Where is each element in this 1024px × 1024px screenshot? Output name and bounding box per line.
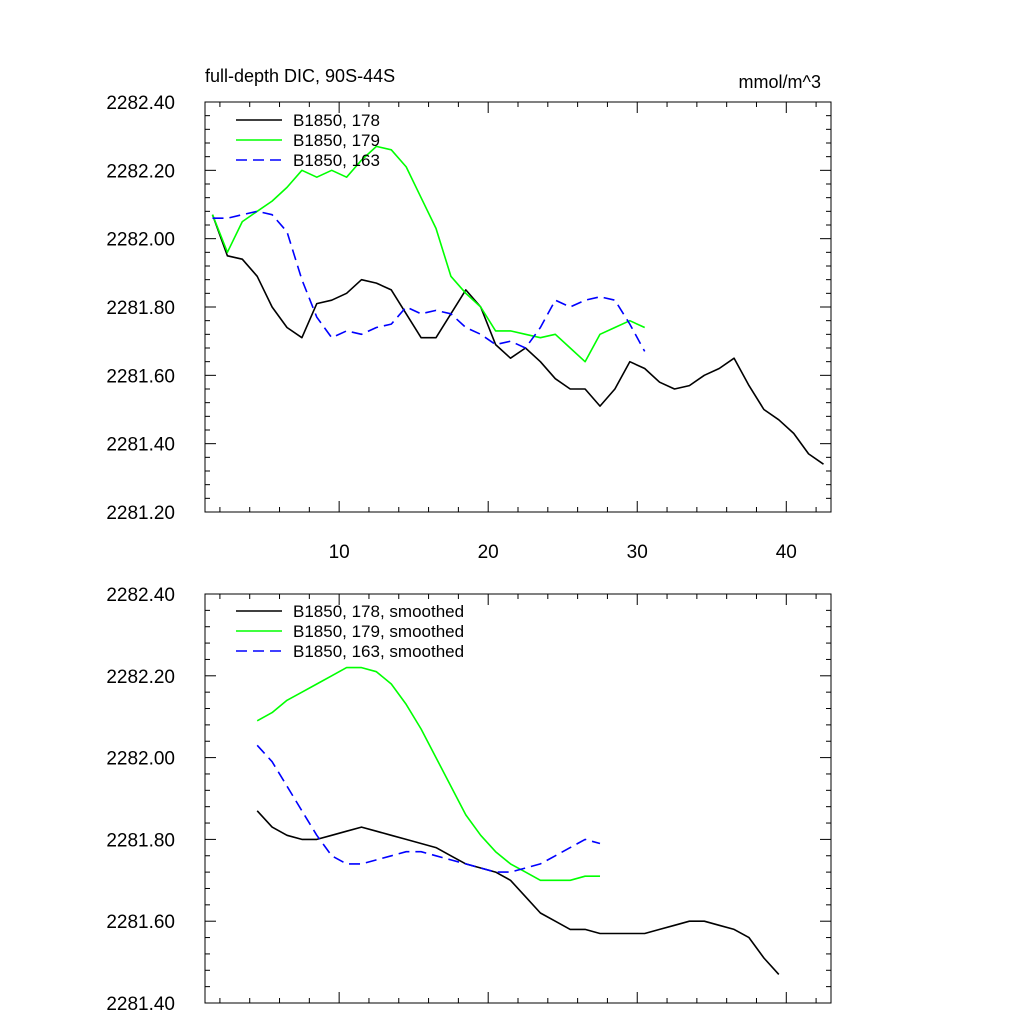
x-tick-label: 40 [776,542,797,563]
series-line-2 [212,210,646,352]
y-tick-label: 2282.40 [106,93,175,114]
y-tick-label: 2282.20 [106,161,175,182]
top-panel: full-depth DIC, 90S-44S mmol/m^3 10 20 30 40 2… [106,66,832,563]
x-tick-label: 20 [478,542,499,563]
y-tick-label: 2282.00 [106,230,175,251]
legend-label: B1850, 179, smoothed [293,622,464,641]
legend-label: B1850, 179 [293,131,380,150]
y-tick-label: 2281.40 [106,435,175,456]
y-tick-label: 2282.20 [106,667,175,688]
legend-label: B1850, 178 [293,111,380,130]
y-tick-label: 2281.80 [106,298,175,319]
series-line-0 [211,214,824,465]
legend-label: B1850, 163 [293,151,380,170]
legend-label: B1850, 163, smoothed [293,642,464,661]
x-tick-label: 10 [329,542,350,563]
y-tick-label: 2281.60 [106,366,175,387]
y-tick-label: 2282.00 [106,749,175,770]
y-tick-label: 2281.80 [106,830,175,851]
series-line-0 [256,810,780,975]
y-tick-label: 2281.60 [106,912,175,933]
y-tick-label: 2281.20 [106,503,175,524]
bottom-panel: 2281.40 2281.60 2281.80 2282.00 2282.20 2282.… [106,585,832,1015]
y-tick-label: 2282.40 [106,585,175,606]
units-label: mmol/m^3 [739,72,821,92]
chart-title: full-depth DIC, 90S-44S [205,66,395,86]
legend-label: B1850, 178, smoothed [293,602,464,621]
series-line-2 [256,744,601,873]
series-line-1 [211,145,646,363]
series-line-1 [256,666,600,882]
y-tick-label: 2281.40 [106,994,175,1015]
x-tick-label: 30 [627,542,648,563]
